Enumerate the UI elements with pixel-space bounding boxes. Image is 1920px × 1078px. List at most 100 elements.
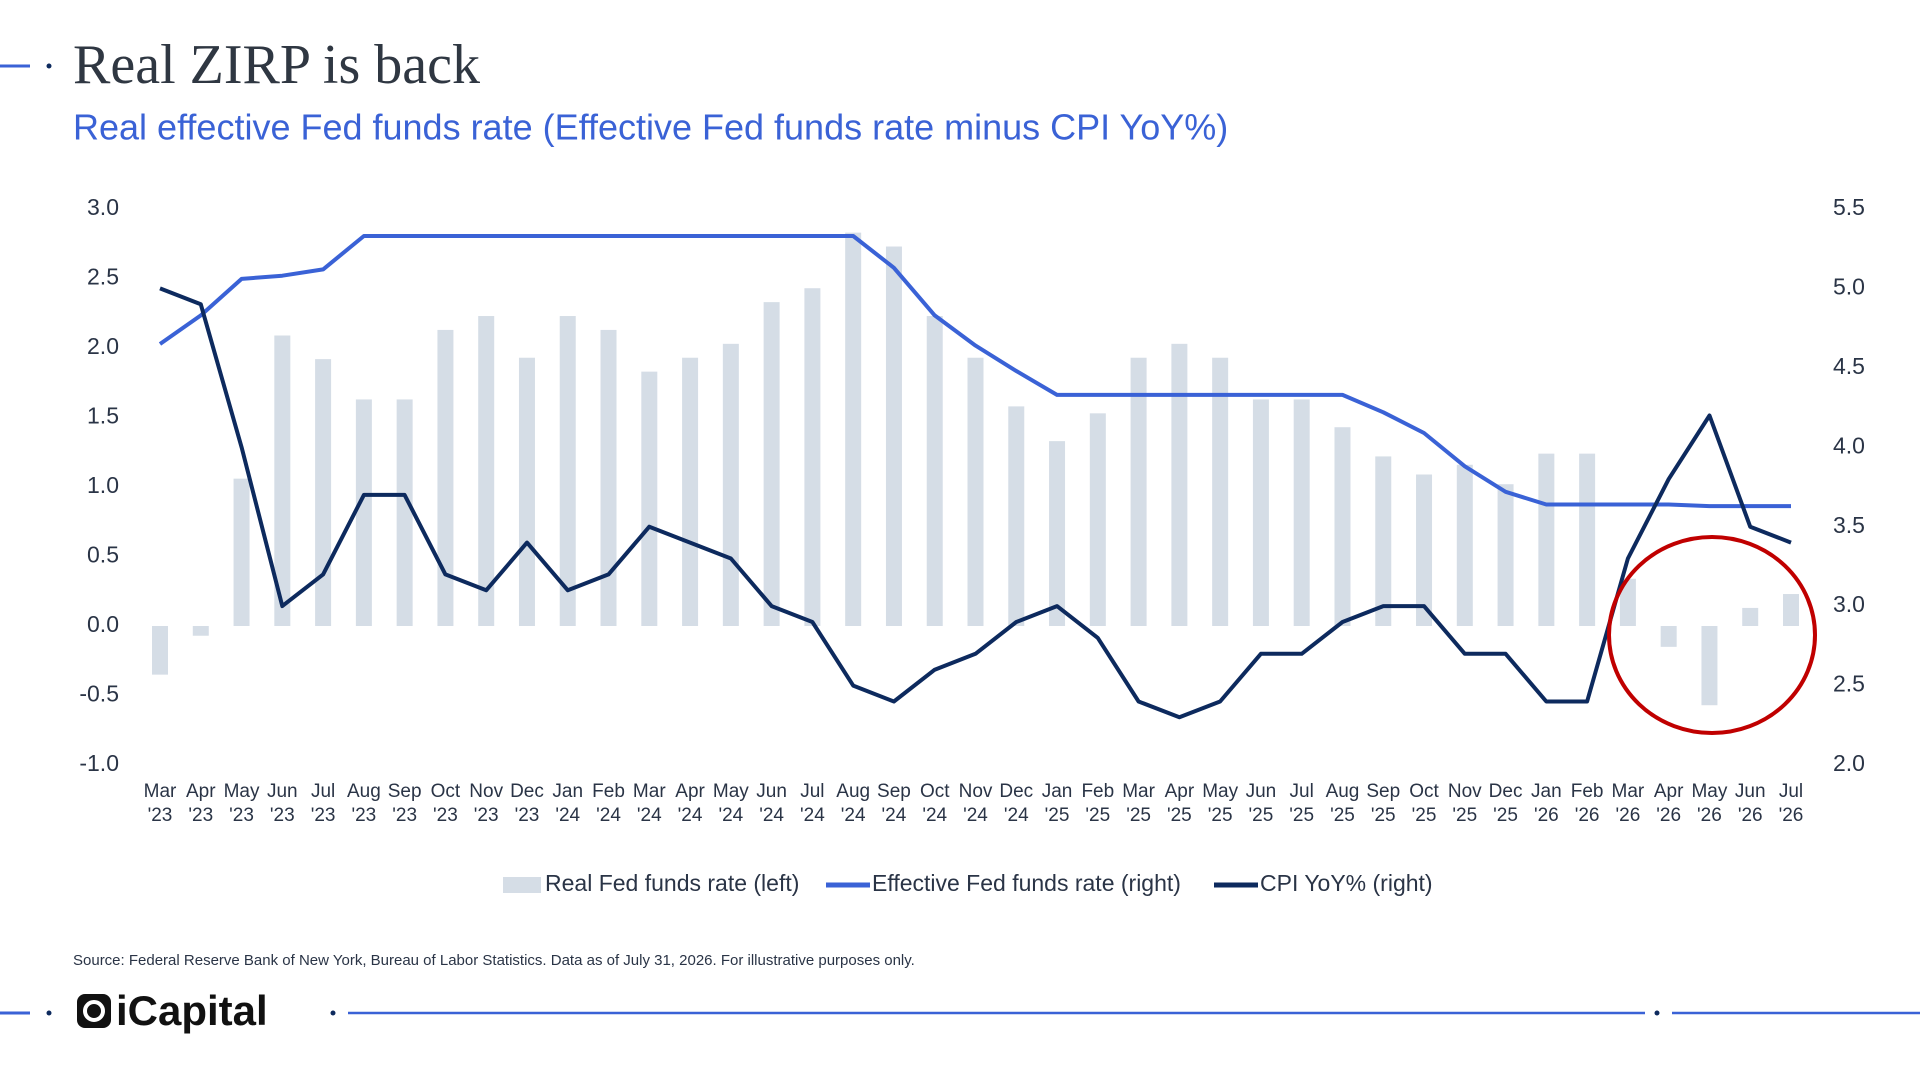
bar [1130, 357, 1147, 626]
x-tick-label: Sep '23 [387, 781, 422, 826]
y-tick-label: 3.0 [87, 194, 119, 220]
bar [600, 329, 617, 626]
x-tick-label: Mar '23 [143, 781, 177, 826]
x-tick-label: Sep '25 [1366, 781, 1401, 826]
bar [1619, 578, 1636, 626]
y-tick-label: 2.0 [87, 333, 119, 359]
legend-swatch [503, 877, 541, 893]
y2-tick-label: 2.5 [1833, 671, 1865, 697]
y2-tick-label: 2.0 [1833, 750, 1865, 776]
decor-dot [46, 63, 52, 69]
x-tick-label: Jul '23 [310, 781, 336, 826]
x-tick-label: Jan '24 [552, 781, 584, 826]
bar [1456, 464, 1473, 626]
bar [559, 316, 576, 626]
x-tick-label: Dec '25 [1488, 781, 1523, 826]
logo-mark [83, 1000, 105, 1022]
y2-tick-label: 4.0 [1833, 432, 1865, 458]
bar [885, 246, 902, 626]
bar [763, 302, 780, 626]
bar [1049, 441, 1066, 626]
bar [396, 399, 413, 626]
bar [926, 316, 943, 626]
logo-mark [77, 994, 111, 1028]
x-tick-label: Feb '24 [592, 781, 625, 826]
highlight-circle [1607, 535, 1817, 735]
bar [1293, 399, 1310, 626]
bar [315, 359, 332, 626]
bar [152, 626, 168, 675]
x-tick-label: Mar '26 [1611, 781, 1645, 826]
x-tick-label: Oct '23 [430, 781, 461, 826]
x-tick-label: Oct '25 [1409, 781, 1439, 826]
x-tick-label: Jul '25 [1289, 781, 1315, 826]
bar [1701, 626, 1718, 706]
x-tick-label: Nov '23 [469, 781, 504, 826]
bar [1252, 399, 1269, 626]
x-tick-label: Mar '25 [1122, 781, 1155, 826]
y-tick-label: -0.5 [79, 681, 119, 707]
bar [1334, 427, 1351, 626]
bar [1212, 357, 1229, 626]
y-tick-label: -1.0 [79, 750, 119, 776]
x-tick-label: Apr '23 [185, 781, 216, 826]
x-tick-label: Jan '26 [1531, 781, 1562, 826]
bar [192, 626, 209, 636]
x-tick-label: Aug '25 [1325, 781, 1360, 826]
x-tick-label: Sep '24 [877, 781, 911, 826]
bar [1375, 456, 1392, 626]
y-tick-label: 1.5 [87, 403, 119, 429]
bar [682, 357, 699, 626]
x-tick-label: Jul '26 [1778, 781, 1804, 826]
bar [1497, 484, 1514, 626]
bar [845, 232, 862, 626]
bar [1008, 406, 1025, 626]
bar [1089, 413, 1106, 626]
bar [478, 316, 495, 626]
y2-tick-label: 4.5 [1833, 353, 1865, 379]
y-tick-label: 0.5 [87, 542, 119, 568]
x-tick-label: Nov '25 [1447, 781, 1482, 826]
legend-label: Effective Fed funds rate (right) [872, 870, 1181, 896]
y2-tick-label: 3.5 [1833, 512, 1865, 538]
y-tick-label: 2.5 [87, 264, 119, 290]
y2-tick-label: 5.0 [1833, 274, 1865, 300]
x-tick-label: Jan '25 [1041, 781, 1073, 826]
bar [1660, 626, 1677, 647]
bar [1783, 594, 1799, 626]
x-tick-label: Jun '25 [1245, 781, 1277, 826]
source-note: Source: Federal Reserve Bank of New York… [73, 952, 915, 969]
decor-dot [1654, 1010, 1660, 1016]
x-tick-label: Apr '25 [1164, 781, 1195, 826]
x-tick-label: Oct '24 [919, 781, 950, 826]
y-tick-label: 0.0 [87, 611, 119, 637]
bar [804, 288, 821, 626]
bar [355, 399, 372, 626]
x-tick-label: May '24 [712, 781, 749, 826]
y2-tick-label: 5.5 [1833, 194, 1865, 220]
logo: iCapital [116, 987, 268, 1034]
bar [518, 357, 535, 626]
y-tick-label: 1.0 [87, 472, 119, 498]
x-tick-label: Apr '24 [675, 781, 705, 826]
legend-label: Real Fed funds rate (left) [545, 870, 799, 896]
decor-dot [46, 1010, 52, 1016]
x-tick-label: Aug '24 [836, 781, 871, 826]
x-tick-label: Apr '26 [1653, 781, 1684, 826]
x-tick-label: Jun '23 [266, 781, 298, 826]
bar [1579, 453, 1596, 626]
chart-title: Real ZIRP is back [73, 34, 480, 96]
bar [1416, 474, 1433, 626]
x-tick-label: Feb '25 [1081, 781, 1115, 826]
x-tick-label: Nov '24 [958, 781, 993, 826]
x-tick-label: Feb '26 [1570, 781, 1604, 826]
bar [641, 371, 658, 626]
x-tick-label: Mar '24 [632, 781, 666, 826]
x-tick-label: May '26 [1691, 781, 1728, 826]
x-tick-label: Dec '23 [510, 781, 544, 826]
bar [722, 343, 739, 626]
line [158, 234, 1791, 509]
bar [1171, 343, 1188, 626]
